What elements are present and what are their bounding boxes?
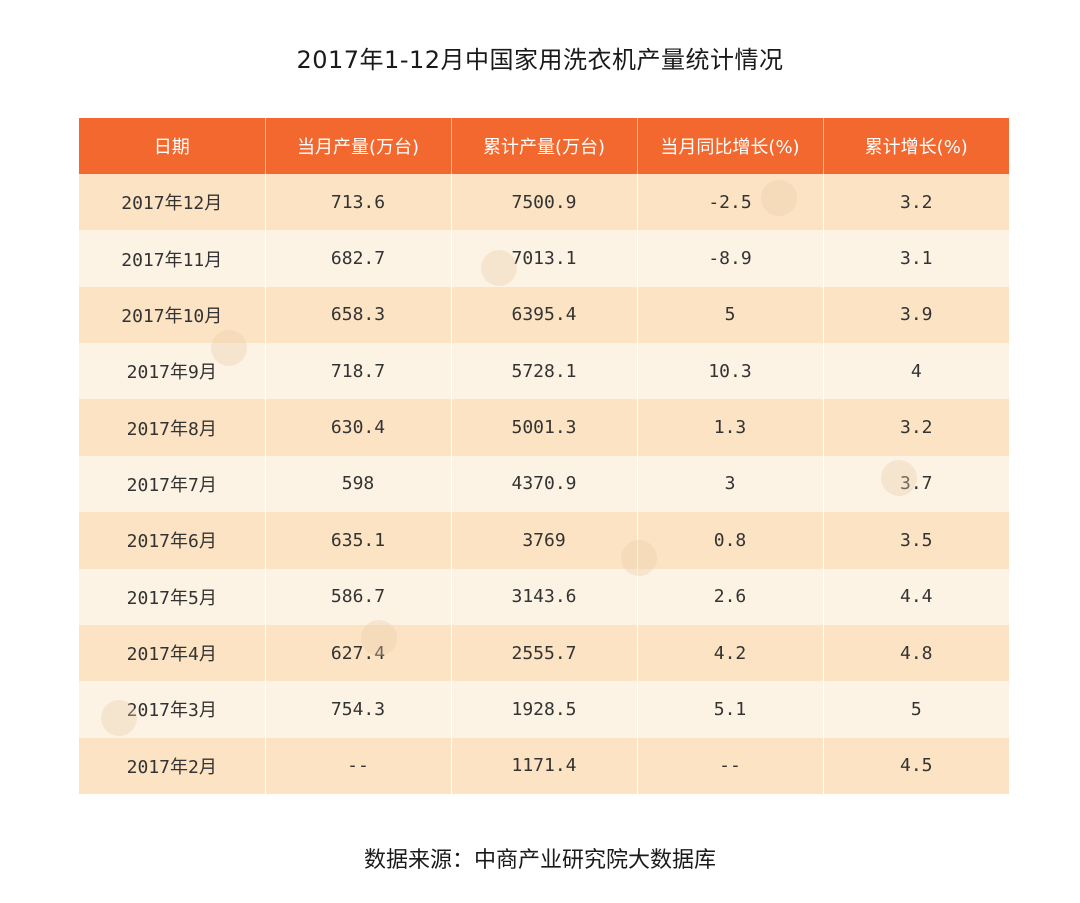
table-cell: 4370.9: [451, 455, 638, 513]
table-cell: -2.5: [637, 174, 824, 231]
table-cell: -8.9: [637, 230, 824, 287]
table-cell: 3.5: [899, 529, 933, 551]
table-cell: 2555.7: [451, 624, 638, 682]
table-cell: 682.7: [265, 230, 452, 287]
table-cell: 2017年5月: [79, 568, 266, 625]
column-header: 当月同比增长(%): [637, 118, 824, 174]
chart-title: 2017年1-12月中国家用洗衣机产量统计情况: [296, 46, 784, 74]
table-cell: 3: [637, 455, 824, 513]
table-row: 2017年12月 713.6 7500.9 -2.5 3.2: [79, 174, 1009, 231]
table-cell: 5001.3: [451, 399, 638, 456]
table-row: 2017年7月 598 4370.9 3 3.7: [79, 455, 1009, 513]
table-cell: 2017年12月: [79, 174, 266, 231]
table-row: 2017年4月 627.4 2555.7 4.2 4.8: [79, 624, 1009, 682]
table-row: 2017年3月 754.3 1928.5 5.1 5: [79, 681, 1009, 738]
table-row: 2017年8月 630.4 5001.3 1.3 3.2: [79, 399, 1009, 456]
table-cell: 1928.5: [451, 681, 638, 738]
table-cell: 2017年4月: [79, 624, 266, 682]
table-cell: 2017年7月: [79, 455, 266, 513]
table-cell: 2017年9月: [79, 343, 266, 400]
table-cell: 713.6: [265, 174, 452, 231]
table-cell: 7013.1: [451, 230, 638, 287]
table-cell: 5: [637, 286, 824, 344]
table-cell: 2017年6月: [79, 512, 266, 569]
table-cell: 3.1: [899, 248, 933, 270]
table-cell: 4.2: [637, 624, 824, 682]
table-cell: 2017年10月: [79, 286, 266, 344]
table-cell: 2017年11月: [79, 230, 266, 287]
table-row: 2017年9月 718.7 5728.1 10.3 4: [79, 343, 1009, 400]
data-source-note: 数据来源：中商产业研究院大数据库: [363, 848, 716, 873]
table-cell: 4.5: [899, 755, 933, 777]
table-row: 2017年2月 -- 1171.4 -- 4.5: [79, 737, 1009, 794]
table-cell: 5728.1: [451, 343, 638, 400]
table-header: 日期 当月产量(万台) 累计产量(万台) 当月同比增长(%) 累计增长(%): [79, 118, 1009, 174]
table-cell: 718.7: [265, 343, 452, 400]
table-cell: 7500.9: [451, 174, 638, 231]
table-cell: 0.8: [637, 512, 824, 569]
table-cell: 586.7: [265, 568, 452, 625]
table-cell: 3.2: [899, 191, 933, 213]
table-row: 2017年11月 682.7 7013.1 -8.9 3.1: [79, 230, 1009, 287]
table-cell: 635.1: [265, 512, 452, 569]
table-cell: 1.3: [637, 399, 824, 456]
table-cell: 3769: [451, 512, 638, 569]
table-cell: 630.4: [265, 399, 452, 456]
table-cell: 3.9: [899, 304, 933, 326]
table-cell: 5.1: [637, 681, 824, 738]
column-header: 当月产量(万台): [265, 118, 452, 174]
table-cell: 3143.6: [451, 568, 638, 625]
column-header: 累计产量(万台): [451, 118, 638, 174]
table-body: 2017年12月 713.6 7500.9 -2.5 3.2 2017年11月 682.7 7…: [79, 174, 1009, 794]
table-cell: --: [265, 737, 452, 794]
table-cell: 4.8: [899, 642, 933, 664]
table-cell: 598: [265, 455, 452, 513]
table-cell: 1171.4: [451, 737, 638, 794]
table-cell: 754.3: [265, 681, 452, 738]
table-cell: 2017年8月: [79, 399, 266, 456]
table-cell: 2017年2月: [79, 737, 266, 794]
table-row: 2017年5月 586.7 3143.6 2.6 4.4: [79, 568, 1009, 625]
table-cell: --: [637, 737, 824, 794]
column-header: 日期: [79, 118, 266, 174]
table-cell: 658.3: [265, 286, 452, 344]
table-cell: 627.4: [265, 624, 452, 682]
data-table: 日期 当月产量(万台) 累计产量(万台) 当月同比增长(%) 累计增长(%) 2017年…: [79, 118, 1009, 794]
table-cell: 2.6: [637, 568, 824, 625]
table-cell: 10.3: [637, 343, 824, 400]
table-row: 2017年6月 635.1 3769 0.8 3.5: [79, 512, 1009, 569]
data-table-container: 日期 当月产量(万台) 累计产量(万台) 当月同比增长(%) 累计增长(%) 2017年…: [79, 118, 1009, 794]
table-cell: 2017年3月: [79, 681, 266, 738]
table-cell: 4.4: [899, 586, 933, 608]
table-cell: 5: [910, 698, 922, 720]
table-cell: 4: [910, 360, 922, 382]
table-cell: 3.7: [899, 473, 933, 495]
table-cell: 3.2: [899, 417, 933, 439]
column-header: 累计增长(%): [864, 137, 968, 158]
header-row: 日期 当月产量(万台) 累计产量(万台) 当月同比增长(%) 累计增长(%): [79, 118, 1009, 174]
table-cell: 6395.4: [451, 286, 638, 344]
table-row: 2017年10月 658.3 6395.4 5 3.9: [79, 286, 1009, 344]
